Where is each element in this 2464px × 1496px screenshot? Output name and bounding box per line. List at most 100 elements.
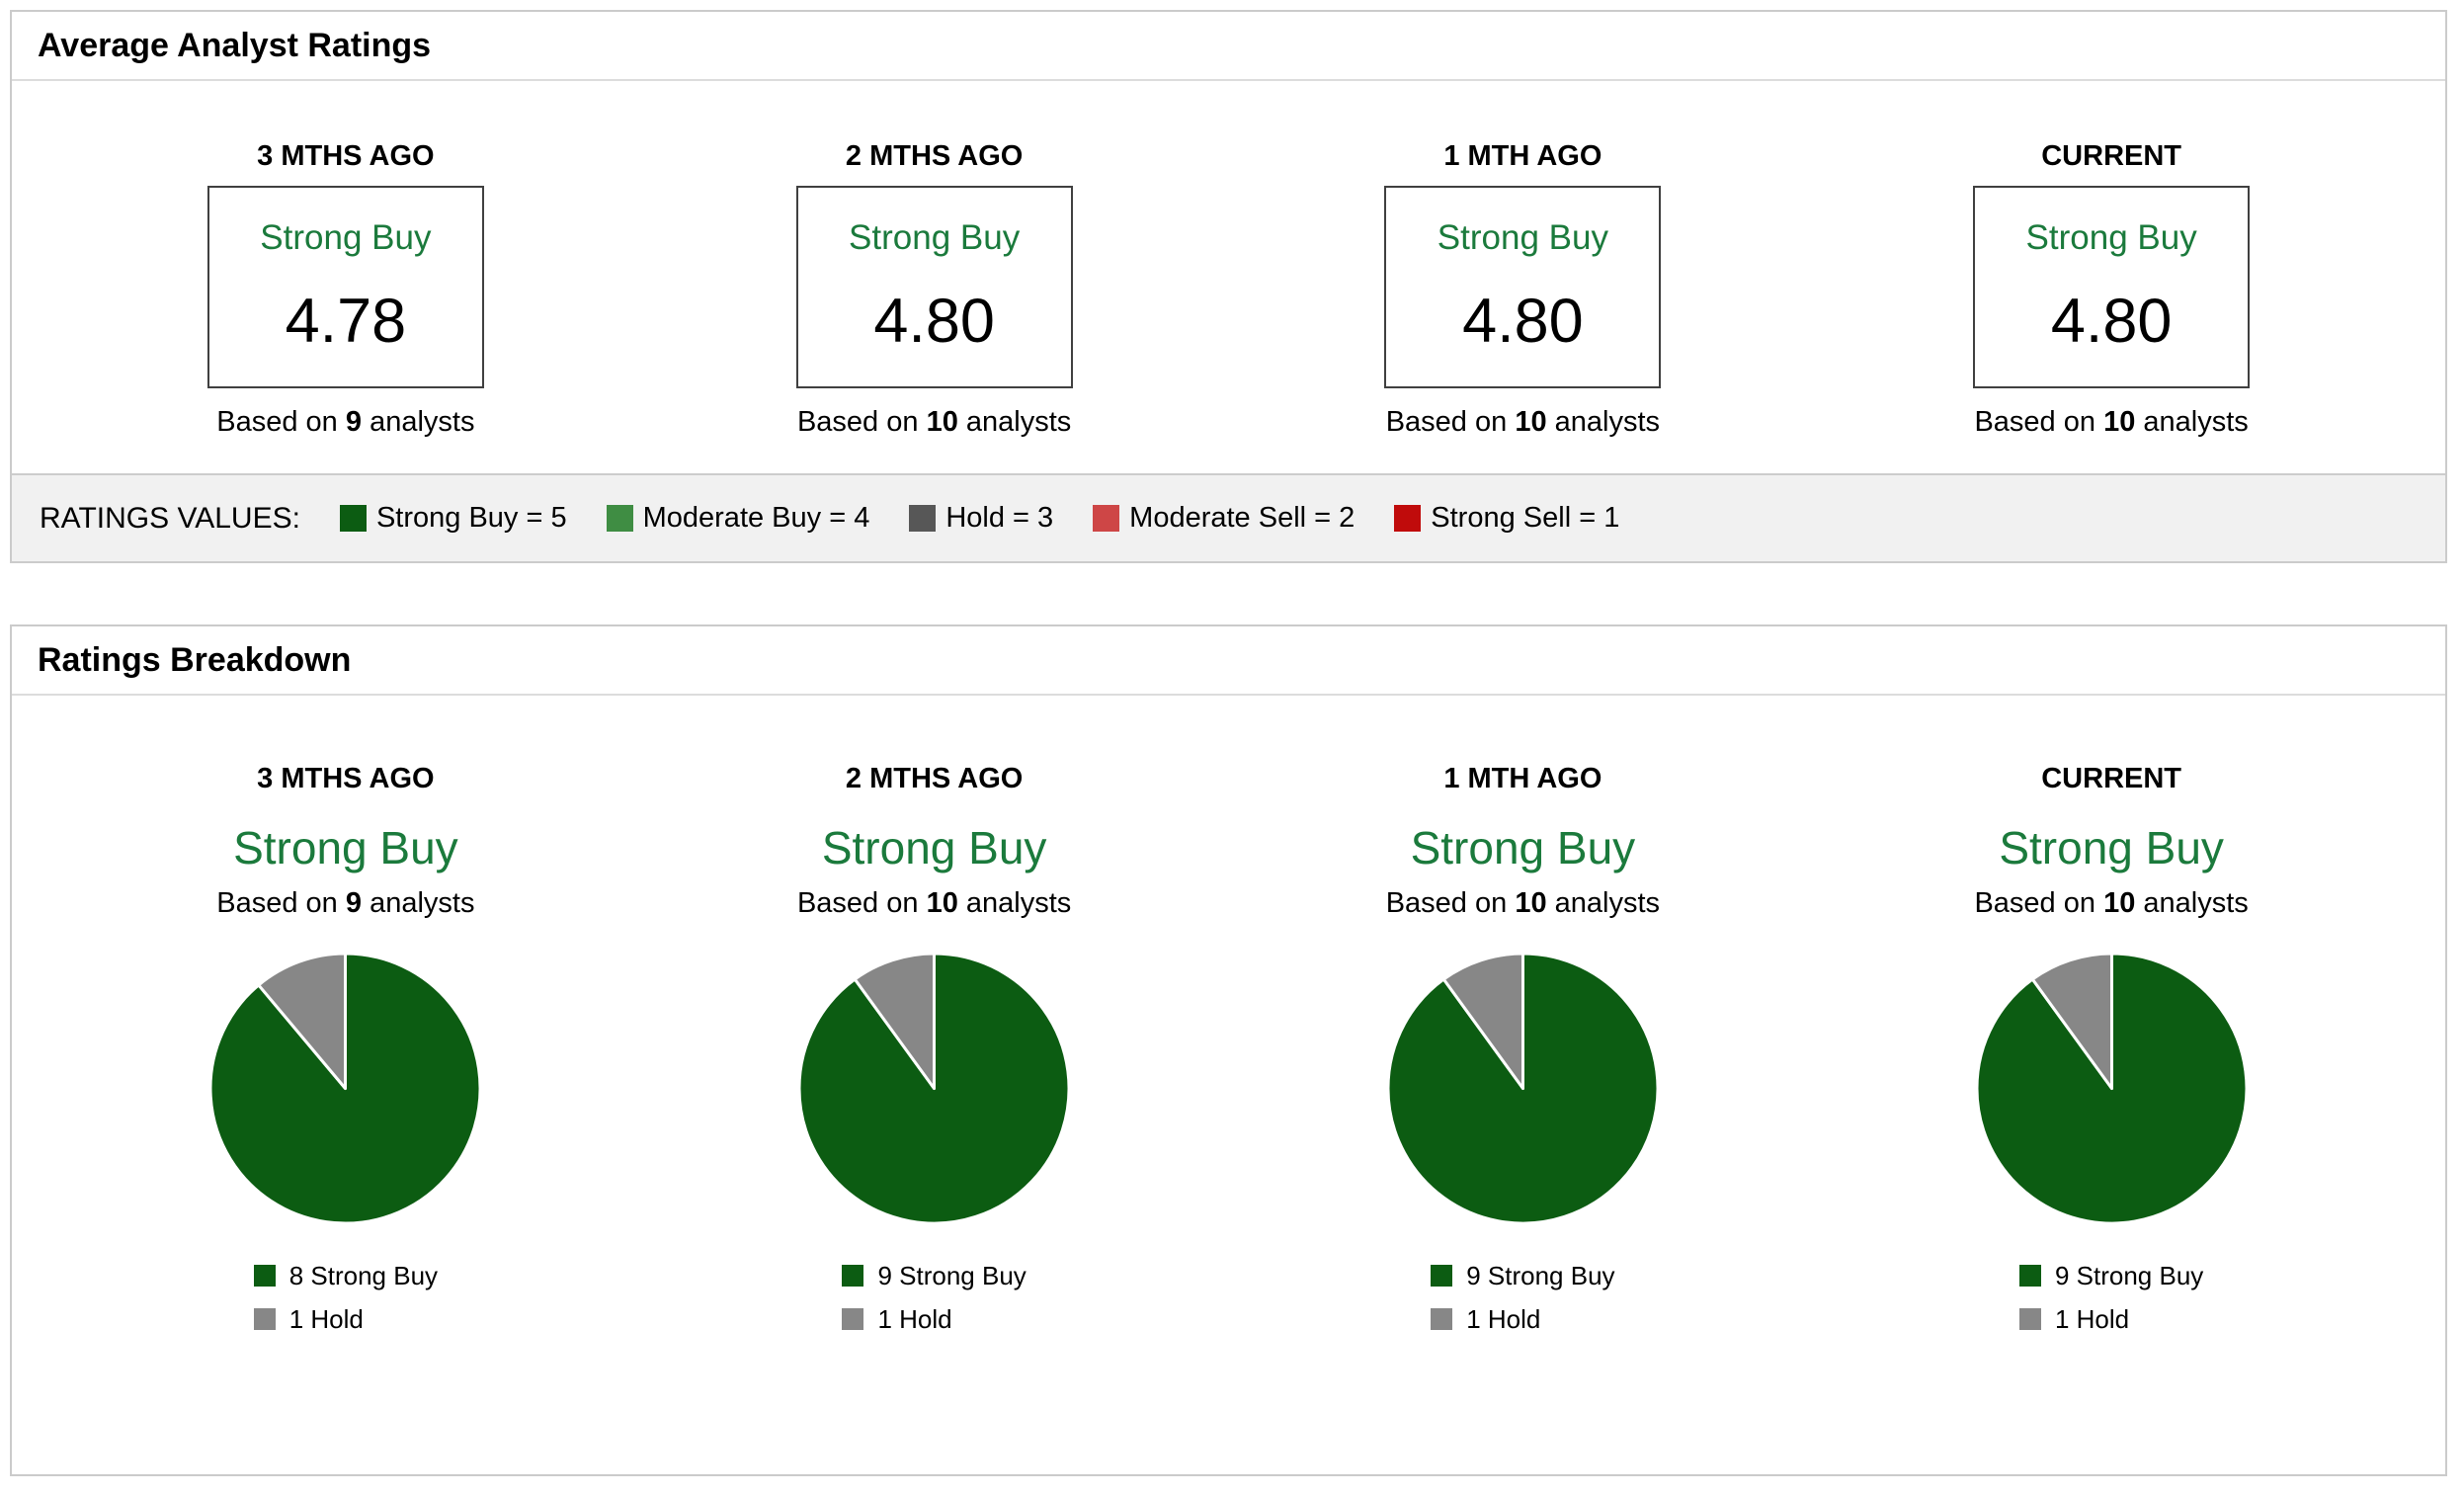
legend-item-label: Strong Sell = 1 — [1431, 502, 1620, 534]
legend-item-label: Hold = 3 — [945, 502, 1054, 534]
period-label: 1 MTH AGO — [1443, 140, 1602, 172]
legend-row-label: 1 Hold — [877, 1304, 952, 1334]
based-prefix: Based on — [1974, 406, 2104, 438]
period-label: 2 MTHS AGO — [845, 763, 1024, 794]
strong-buy-swatch — [253, 1265, 276, 1287]
pie-legend: 8 Strong Buy 1 Hold — [253, 1261, 439, 1334]
analyst-count: 10 — [926, 887, 958, 919]
moderate-buy-swatch — [606, 505, 633, 532]
rating-label: Strong Buy — [821, 822, 1047, 873]
period-label: 1 MTH AGO — [1443, 763, 1602, 794]
based-suffix: analysts — [2135, 406, 2249, 438]
brk-column-2mths: 2 MTHS AGO Strong Buy Based on 10 analys… — [640, 761, 1229, 1474]
legend-item-moderate-sell: Moderate Sell = 2 — [1093, 502, 1355, 535]
legend-row-label: 8 Strong Buy — [288, 1261, 439, 1290]
legend-row-label: 9 Strong Buy — [877, 1261, 1027, 1290]
rating-label: Strong Buy — [1437, 218, 1608, 257]
pie-chart — [208, 952, 482, 1225]
rating-label: Strong Buy — [849, 218, 1021, 257]
based-on-text: Based on 10 analysts — [1229, 885, 1818, 921]
period-label: 3 MTHS AGO — [257, 763, 435, 794]
analyst-count: 10 — [1515, 887, 1547, 919]
average-ratings-title: Average Analyst Ratings — [38, 27, 432, 64]
avg-column-1mth: 1 MTH AGO Strong Buy 4.80 Based on 10 an… — [1229, 138, 1818, 473]
rating-score: 4.80 — [2050, 287, 2173, 356]
based-prefix: Based on — [216, 406, 346, 438]
legend-row-label: 1 Hold — [1466, 1304, 1541, 1334]
rating-label: Strong Buy — [260, 218, 432, 257]
legend-item-moderate-buy: Moderate Buy = 4 — [606, 502, 870, 535]
legend-row-strong-buy: 9 Strong Buy — [842, 1261, 1027, 1290]
legend-row-hold: 1 Hold — [1431, 1305, 1614, 1333]
period-label: CURRENT — [2041, 140, 2182, 172]
ratings-breakdown-panel: Ratings Breakdown 3 MTHS AGO Strong Buy … — [10, 624, 2447, 1476]
rating-label: Strong Buy — [233, 822, 458, 873]
rating-score-box: Strong Buy 4.80 — [1384, 186, 1662, 388]
ratings-breakdown-columns: 3 MTHS AGO Strong Buy Based on 9 analyst… — [12, 696, 2445, 1474]
based-prefix: Based on — [1385, 887, 1516, 919]
hold-swatch — [842, 1308, 864, 1330]
legend-row-label: 9 Strong Buy — [1466, 1261, 1615, 1290]
strong-buy-swatch — [339, 505, 367, 532]
based-suffix: analysts — [1546, 887, 1661, 919]
ratings-values-legend: Strong Buy = 5 Moderate Buy = 4 Hold = 3… — [339, 502, 1620, 535]
rating-score-box: Strong Buy 4.78 — [206, 186, 484, 388]
based-suffix: analysts — [362, 406, 475, 438]
strong-buy-swatch — [2018, 1265, 2041, 1287]
based-suffix: analysts — [362, 887, 475, 919]
legend-row-strong-buy: 8 Strong Buy — [253, 1261, 439, 1290]
rating-score-box: Strong Buy 4.80 — [1973, 186, 2251, 388]
pie-chart — [1386, 952, 1660, 1225]
based-on-text: Based on 9 analysts — [51, 885, 640, 921]
analyst-ratings-widget: Average Analyst Ratings 3 MTHS AGO Stron… — [0, 10, 2464, 1496]
average-ratings-header: Average Analyst Ratings — [12, 12, 2445, 81]
ratings-breakdown-title: Ratings Breakdown — [38, 641, 352, 679]
rating-score-box: Strong Buy 4.80 — [795, 186, 1073, 388]
ratings-values-bar: RATINGS VALUES: Strong Buy = 5 Moderate … — [12, 473, 2445, 561]
based-prefix: Based on — [796, 887, 927, 919]
based-on-text: Based on 10 analysts — [640, 885, 1229, 921]
rating-score: 4.80 — [1462, 287, 1584, 356]
ratings-breakdown-header: Ratings Breakdown — [12, 626, 2445, 696]
hold-swatch — [2018, 1308, 2041, 1330]
based-on-text: Based on 10 analysts — [640, 404, 1229, 440]
legend-item-hold: Hold = 3 — [909, 502, 1053, 535]
rating-label: Strong Buy — [2025, 218, 2197, 257]
based-prefix: Based on — [796, 406, 927, 438]
legend-row-label: 1 Hold — [2054, 1304, 2130, 1334]
hold-swatch — [253, 1308, 276, 1330]
brk-column-3mths: 3 MTHS AGO Strong Buy Based on 9 analyst… — [51, 761, 640, 1474]
hold-swatch — [909, 505, 937, 532]
legend-row-label: 1 Hold — [288, 1304, 364, 1334]
moderate-sell-swatch — [1093, 505, 1120, 532]
based-suffix: analysts — [1546, 406, 1661, 438]
based-suffix: analysts — [2135, 887, 2249, 919]
legend-item-strong-buy: Strong Buy = 5 — [339, 502, 567, 535]
strong-buy-swatch — [1431, 1265, 1453, 1287]
legend-item-label: Moderate Buy = 4 — [642, 502, 870, 534]
analyst-count: 10 — [2103, 887, 2136, 919]
based-suffix: analysts — [957, 406, 1072, 438]
rating-score: 4.80 — [873, 287, 995, 356]
based-on-text: Based on 9 analysts — [51, 404, 640, 440]
pie-legend: 9 Strong Buy 1 Hold — [2018, 1262, 2203, 1334]
based-on-text: Based on 10 analysts — [1817, 885, 2406, 921]
avg-column-current: CURRENT Strong Buy 4.80 Based on 10 anal… — [1817, 138, 2406, 473]
based-suffix: analysts — [957, 887, 1072, 919]
avg-column-3mths: 3 MTHS AGO Strong Buy 4.78 Based on 9 an… — [51, 138, 640, 473]
legend-row-hold: 1 Hold — [2018, 1304, 2203, 1334]
legend-row-strong-buy: 9 Strong Buy — [2018, 1262, 2203, 1289]
based-on-text: Based on 10 analysts — [1229, 404, 1818, 440]
rating-label: Strong Buy — [1999, 822, 2224, 873]
rating-label: Strong Buy — [1410, 822, 1636, 873]
brk-column-current: CURRENT Strong Buy Based on 10 analysts … — [1817, 761, 2406, 1474]
brk-column-1mth: 1 MTH AGO Strong Buy Based on 10 analyst… — [1229, 761, 1818, 1474]
pie-legend: 9 Strong Buy 1 Hold — [842, 1261, 1027, 1334]
average-ratings-columns: 3 MTHS AGO Strong Buy 4.78 Based on 9 an… — [12, 81, 2445, 473]
period-label: 2 MTHS AGO — [845, 140, 1024, 172]
period-label: 3 MTHS AGO — [257, 140, 435, 172]
analyst-count: 10 — [1515, 406, 1547, 438]
hold-swatch — [1431, 1308, 1453, 1330]
analyst-count: 10 — [2103, 406, 2136, 438]
average-ratings-panel: Average Analyst Ratings 3 MTHS AGO Stron… — [10, 10, 2447, 563]
